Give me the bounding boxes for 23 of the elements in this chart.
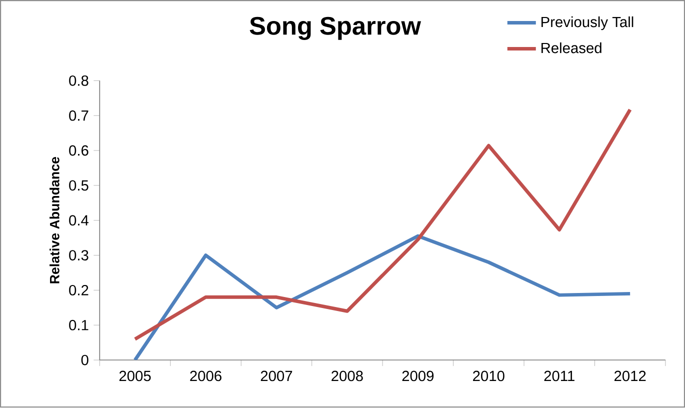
chart-title: Song Sparrow xyxy=(250,17,422,40)
x-tick-label: 2007 xyxy=(260,370,292,382)
y-tick-label: 0.1 xyxy=(69,320,88,330)
x-tick-label: 2009 xyxy=(402,370,434,382)
y-tick-label: 0.2 xyxy=(69,285,88,296)
y-tick-label: 0.4 xyxy=(69,215,89,226)
y-tick-label: 0.8 xyxy=(69,76,88,86)
y-tick-label: 0.6 xyxy=(69,146,88,156)
y-axis-title: Relative Abundance xyxy=(50,157,60,284)
legend-label: Released xyxy=(541,42,602,54)
x-tick-label: 2006 xyxy=(190,370,222,382)
line-series xyxy=(133,108,632,341)
legend-label: Previously Tall xyxy=(541,16,634,30)
x-tick-label: 2012 xyxy=(614,370,646,382)
y-tick-label: 0 xyxy=(81,355,88,366)
y-tick-label: 0.3 xyxy=(69,250,88,261)
x-tick-label: 2010 xyxy=(473,370,504,382)
x-tick-label: 2005 xyxy=(119,370,151,382)
x-tick-label: 2011 xyxy=(544,370,574,382)
line-series xyxy=(133,234,632,360)
y-tick-label: 0.5 xyxy=(69,180,88,191)
y-tick-label: 0.7 xyxy=(69,110,88,121)
x-tick-label: 2008 xyxy=(332,370,363,382)
